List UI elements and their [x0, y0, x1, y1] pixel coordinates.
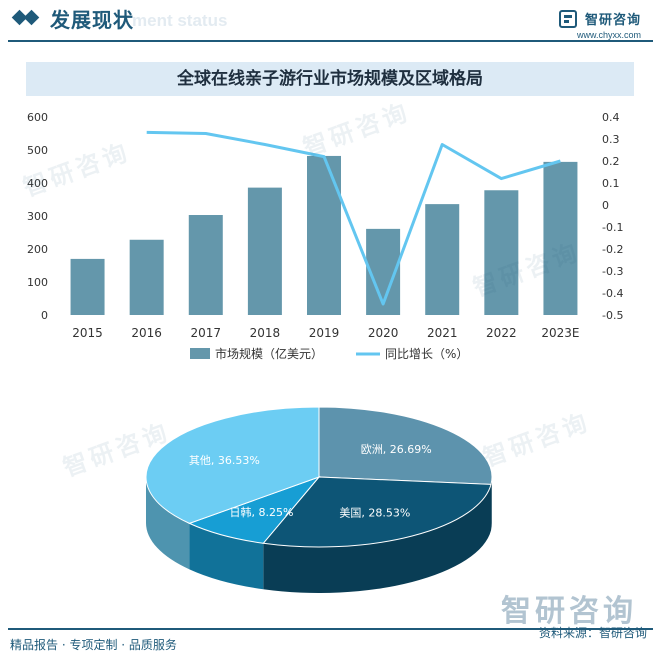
y-right-tick-label: 0.2 — [602, 155, 620, 168]
bar — [484, 190, 519, 315]
page-header: 发展现状 ment status 智研咨询 www.chyxx.com — [0, 0, 661, 44]
y-right-tick-label: 0.3 — [602, 133, 620, 146]
bar — [247, 187, 282, 315]
section-title: 发展现状 — [50, 8, 134, 32]
section-subtitle: ment status — [132, 11, 228, 30]
y-left-tick-label: 300 — [27, 210, 48, 223]
bar — [70, 258, 105, 315]
pie-slice-label: 欧洲, 26.69% — [361, 443, 432, 456]
legend-line-label: 同比增长（%） — [385, 347, 468, 361]
y-right-tick-label: -0.5 — [602, 309, 623, 322]
pie-slice-label: 其他, 36.53% — [189, 454, 260, 467]
bar — [188, 215, 223, 315]
pie-slice-side — [491, 477, 492, 531]
y-left-tick-label: 100 — [27, 276, 48, 289]
x-tick-label: 2022 — [486, 326, 517, 340]
pie-slice — [188, 475, 321, 544]
y-right-tick-label: 0 — [602, 199, 609, 212]
y-right-tick-label: -0.3 — [602, 265, 623, 278]
x-tick-label: 2016 — [131, 326, 162, 340]
y-right-tick-label: 0.1 — [602, 177, 620, 190]
y-left-tick-label: 200 — [27, 243, 48, 256]
y-left-tick-label: 0 — [41, 309, 48, 322]
footer-tagline: 精品报告 · 专项定制 · 品质服务 — [10, 638, 177, 652]
pie-slice-side — [263, 484, 492, 593]
pie-chart: 欧洲, 26.69% 美国, 28.53% 日韩, 8.25% 其他, 36.53% — [145, 406, 493, 593]
bar — [129, 239, 164, 315]
footer-divider — [8, 628, 653, 630]
growth-line — [146, 130, 561, 306]
bar — [425, 204, 460, 315]
bar-line-chart: 0 100 200 300 400 500 600 -0.5 -0.4 -0.3 -0.2 -0.1 0… — [27, 111, 623, 361]
legend-bar-swatch — [190, 348, 210, 359]
pie-slice — [318, 406, 493, 485]
x-tick-label: 2020 — [368, 326, 399, 340]
x-tick-label: 2023E — [541, 326, 579, 340]
header-diamond-icon — [23, 9, 40, 26]
brand-logo-icon — [558, 10, 577, 28]
pie-slice-side — [146, 477, 190, 570]
y-right-tick-label: 0.4 — [602, 111, 620, 124]
x-tick-label: 2017 — [191, 326, 222, 340]
y-right-tick-label: -0.1 — [602, 221, 623, 234]
y-left-tick-label: 500 — [27, 144, 48, 157]
chart-title-band: 全球在线亲子游行业市场规模及区域格局 — [26, 62, 634, 96]
x-tick-label: 2021 — [427, 326, 458, 340]
bar — [543, 161, 578, 315]
legend-bar-label: 市场规模（亿美元） — [215, 346, 323, 361]
y-left-tick-label: 400 — [27, 177, 48, 190]
x-tick-label: 2015 — [72, 326, 103, 340]
bar — [307, 155, 341, 315]
y-right-tick-label: -0.2 — [602, 243, 623, 256]
brand-name: 智研咨询 — [584, 13, 641, 28]
y-left-tick-label: 600 — [27, 111, 48, 124]
x-tick-label: 2018 — [250, 326, 281, 340]
footer-source: 资料来源：智研咨询 — [538, 626, 647, 640]
y-right-tick-label: -0.4 — [602, 287, 623, 300]
pie-slice-side — [189, 523, 264, 590]
pie-slice — [262, 476, 492, 548]
brand-url: www.chyxx.com — [576, 30, 641, 40]
x-tick-label: 2019 — [309, 326, 340, 340]
footer-logo: 智研咨询 — [501, 594, 637, 629]
chart-title: 全球在线亲子游行业市场规模及区域格局 — [177, 69, 483, 89]
brand: 智研咨询 www.chyxx.com — [558, 9, 641, 40]
pie-slice-label: 美国, 28.53% — [339, 506, 410, 519]
pie-slice-label: 日韩, 8.25% — [230, 505, 294, 519]
pie-slice — [145, 406, 320, 524]
header-divider — [8, 40, 653, 42]
